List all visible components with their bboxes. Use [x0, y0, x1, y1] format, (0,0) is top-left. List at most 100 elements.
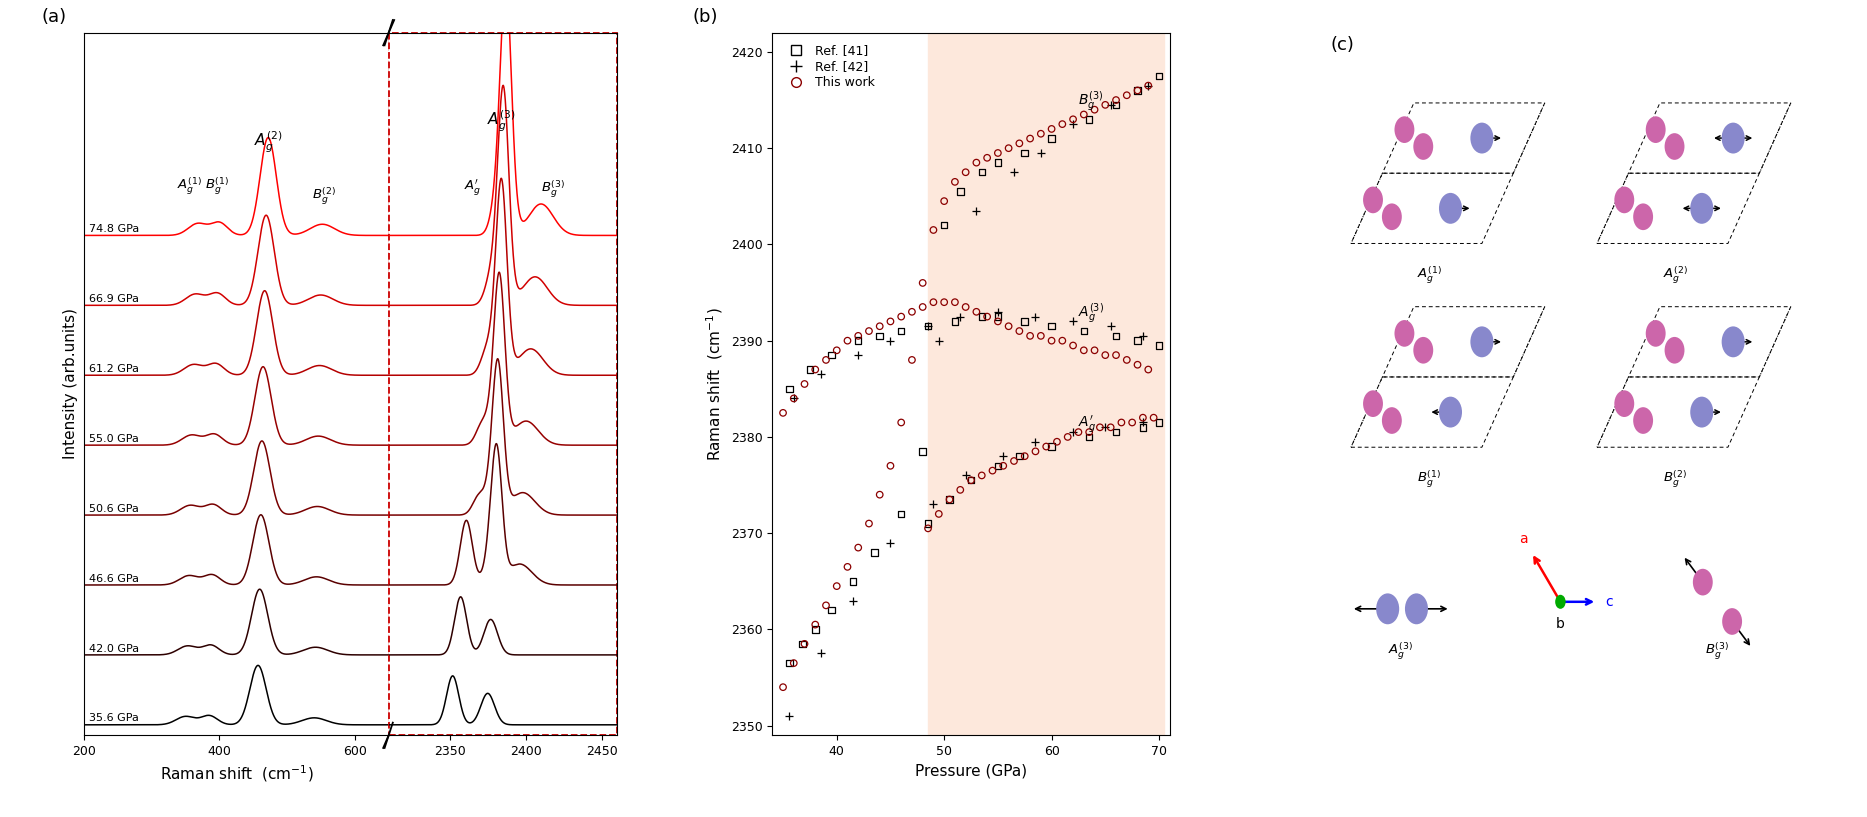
Point: [950, 301, 980, 314]
Point: [1021, 435, 1051, 449]
Point: [1059, 118, 1088, 131]
Point: [1128, 329, 1158, 342]
Point: [779, 657, 808, 670]
Point: [907, 301, 937, 314]
Point: [844, 349, 874, 362]
Point: [913, 522, 943, 535]
Text: $A_g'$: $A_g'$: [1079, 414, 1096, 435]
Point: [1096, 319, 1126, 333]
Point: [810, 599, 840, 612]
Point: [1102, 329, 1131, 342]
Point: [896, 306, 926, 319]
Point: [844, 541, 874, 554]
Text: 55.0 GPa: 55.0 GPa: [90, 434, 138, 444]
Point: [1139, 411, 1169, 424]
Point: [967, 310, 997, 324]
Point: [801, 363, 831, 376]
Point: [993, 319, 1023, 333]
Point: [816, 349, 846, 362]
Point: [767, 681, 797, 694]
Point: [767, 406, 797, 419]
Point: [978, 464, 1008, 477]
Point: [1036, 440, 1066, 453]
Text: 42.0 GPa: 42.0 GPa: [90, 644, 138, 654]
Circle shape: [1721, 608, 1742, 635]
Point: [907, 276, 937, 289]
Point: [935, 493, 965, 506]
Point: [876, 334, 905, 347]
Circle shape: [1395, 320, 1415, 346]
Point: [807, 647, 836, 660]
Point: [939, 296, 969, 309]
Point: [1064, 426, 1094, 439]
Text: (a): (a): [41, 7, 67, 25]
Point: [945, 484, 975, 497]
Point: [907, 444, 937, 458]
Point: [853, 517, 883, 530]
Point: [779, 392, 808, 405]
Point: [833, 560, 863, 574]
Point: [795, 363, 825, 376]
Circle shape: [1690, 396, 1714, 427]
Text: $A_g^{(3)}$: $A_g^{(3)}$: [1389, 641, 1413, 662]
Text: $B_g^{(3)}$: $B_g^{(3)}$: [1079, 89, 1103, 114]
Point: [876, 315, 905, 328]
Point: [1047, 334, 1077, 347]
Point: [853, 324, 883, 337]
Point: [982, 315, 1012, 328]
Point: [999, 166, 1029, 179]
Point: [956, 474, 986, 487]
Circle shape: [1693, 569, 1712, 596]
Point: [919, 498, 948, 511]
Point: [1025, 127, 1055, 141]
Point: [844, 329, 874, 342]
Point: [930, 194, 960, 208]
Point: [1133, 363, 1163, 376]
Point: [1113, 89, 1143, 102]
Point: [1116, 416, 1146, 429]
Point: [1122, 334, 1152, 347]
Point: [779, 392, 808, 405]
Point: [876, 536, 905, 549]
Circle shape: [1413, 337, 1434, 364]
Circle shape: [1363, 391, 1383, 417]
Point: [1074, 431, 1103, 444]
Point: [1059, 339, 1088, 352]
Text: 61.2 GPa: 61.2 GPa: [90, 364, 138, 374]
Point: [807, 368, 836, 381]
Point: [864, 329, 894, 342]
Circle shape: [1721, 326, 1744, 357]
Point: [1036, 319, 1066, 333]
Point: [1096, 98, 1126, 111]
X-axis label: Raman shift  (cm$^{-1}$): Raman shift (cm$^{-1}$): [159, 764, 314, 784]
Point: [1004, 324, 1034, 337]
Point: [775, 382, 805, 395]
Point: [982, 310, 1012, 324]
Text: a: a: [1520, 532, 1527, 546]
Text: 66.9 GPa: 66.9 GPa: [90, 294, 138, 304]
Point: [924, 334, 954, 347]
Point: [1047, 118, 1077, 131]
Text: (c): (c): [1329, 36, 1354, 54]
Point: [1016, 132, 1046, 145]
Circle shape: [1665, 337, 1684, 364]
Circle shape: [1406, 593, 1428, 624]
Circle shape: [1376, 593, 1398, 624]
Text: (b): (b): [693, 7, 719, 25]
Point: [1021, 444, 1051, 458]
Circle shape: [1439, 396, 1462, 427]
Text: 74.8 GPa: 74.8 GPa: [90, 224, 138, 234]
Point: [1010, 315, 1040, 328]
Point: [988, 449, 1018, 462]
Point: [982, 459, 1012, 472]
Point: [1025, 329, 1055, 342]
Text: $B_g^{(2)}$: $B_g^{(2)}$: [312, 186, 336, 208]
Circle shape: [1615, 186, 1634, 213]
Point: [1102, 98, 1131, 111]
Point: [1025, 146, 1055, 159]
Point: [956, 474, 986, 487]
Point: [896, 354, 926, 367]
Point: [982, 156, 1012, 169]
Point: [1074, 113, 1103, 126]
Point: [1053, 431, 1083, 444]
